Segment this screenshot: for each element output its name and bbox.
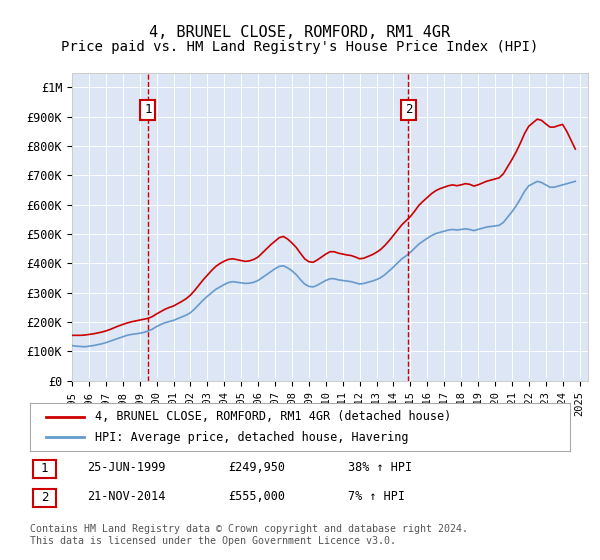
Text: 21-NOV-2014: 21-NOV-2014	[87, 490, 166, 503]
Text: 1: 1	[41, 462, 48, 475]
Text: 38% ↑ HPI: 38% ↑ HPI	[348, 461, 412, 474]
Text: 7% ↑ HPI: 7% ↑ HPI	[348, 490, 405, 503]
Text: 2: 2	[41, 491, 48, 505]
Text: £555,000: £555,000	[228, 490, 285, 503]
Text: 1: 1	[144, 103, 152, 116]
Text: 4, BRUNEL CLOSE, ROMFORD, RM1 4GR (detached house): 4, BRUNEL CLOSE, ROMFORD, RM1 4GR (detac…	[95, 410, 451, 423]
Text: HPI: Average price, detached house, Havering: HPI: Average price, detached house, Have…	[95, 431, 409, 444]
Text: 4, BRUNEL CLOSE, ROMFORD, RM1 4GR: 4, BRUNEL CLOSE, ROMFORD, RM1 4GR	[149, 25, 451, 40]
Text: £249,950: £249,950	[228, 461, 285, 474]
Text: 2: 2	[405, 103, 412, 116]
Text: 25-JUN-1999: 25-JUN-1999	[87, 461, 166, 474]
Text: Contains HM Land Registry data © Crown copyright and database right 2024.
This d: Contains HM Land Registry data © Crown c…	[30, 524, 468, 546]
Text: Price paid vs. HM Land Registry's House Price Index (HPI): Price paid vs. HM Land Registry's House …	[61, 40, 539, 54]
